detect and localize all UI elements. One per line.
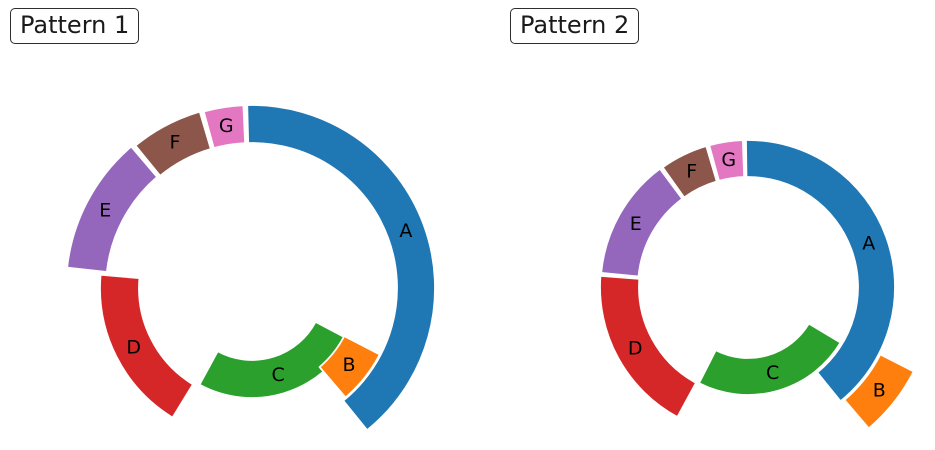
pattern1-segment-b [318,335,381,399]
pattern1-segment-c [198,320,351,399]
pattern2-segment-a [745,139,896,403]
pattern2-segment-c [698,322,842,396]
pattern1-donut: A B C D E F G [66,104,436,432]
pattern1-segment-label-a: A [399,220,412,242]
pattern2-segment-label-a: A [862,232,875,254]
pattern1-segment-g [202,104,247,150]
pattern2-segment-e [600,167,684,278]
pattern2-segment-d [599,275,697,418]
pattern1-segment-label-f: F [170,132,181,154]
pattern2-donut: A B C D E F G [599,139,915,430]
pattern1-segment-e [66,145,159,273]
pattern2-segment-label-e: E [630,213,642,235]
pattern2-segment-label-b: B [873,380,886,402]
pattern1-segment-a [246,104,436,432]
pattern1-segment-label-b: B [342,354,355,376]
pattern1-segment-label-d: D [126,337,141,359]
pattern2-title: Pattern 2 [510,8,640,44]
pattern1-segment-f [134,110,212,177]
pattern1-title: Pattern 1 [10,8,140,44]
pattern1-segment-d [99,273,194,419]
pattern2-segment-f [661,145,718,199]
pattern2-segment-label-c: C [766,362,779,384]
pattern1-segment-label-g: G [219,115,234,137]
pattern2-segment-label-g: G [721,149,736,171]
pattern1-segment-label-c: C [272,364,285,386]
pattern1-segment-label-e: E [99,199,111,221]
pattern2-segment-label-f: F [686,161,697,183]
pattern2-segment-b [843,353,915,430]
pattern2-segment-label-d: D [628,338,643,360]
pattern2-segment-g [708,139,746,182]
